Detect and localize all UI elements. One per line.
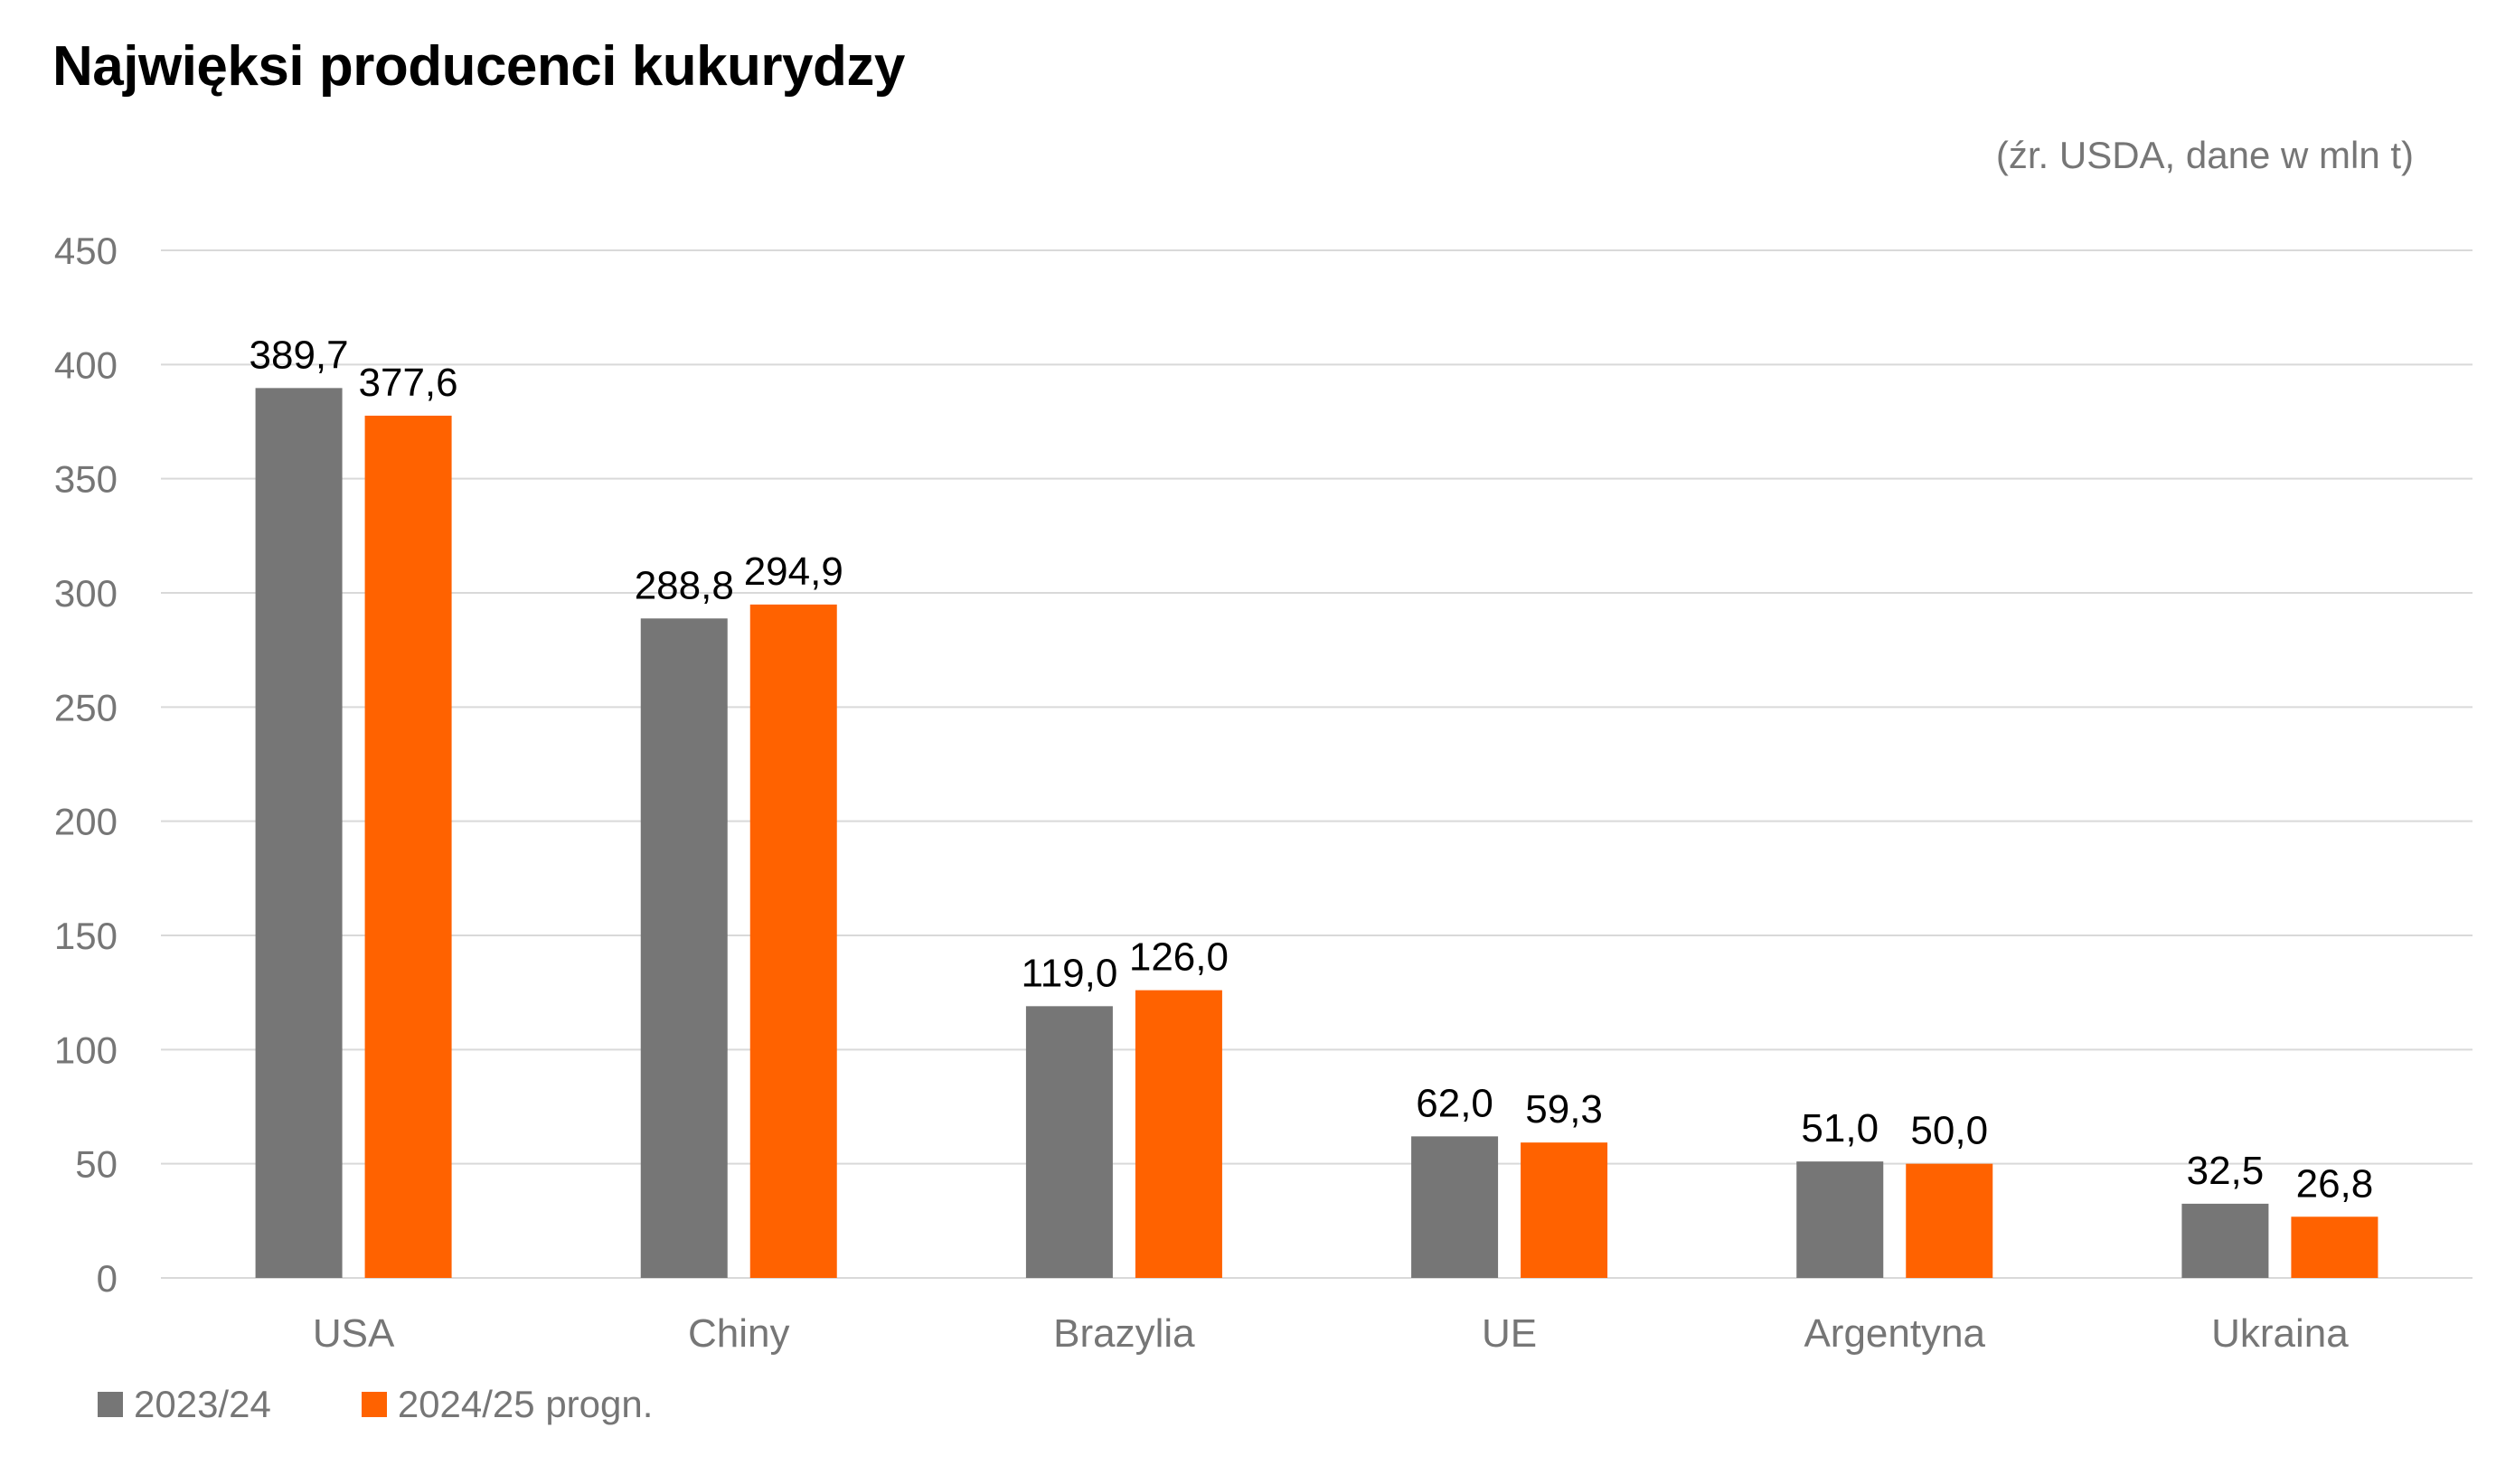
bar-ue-series-1 (1411, 1136, 1499, 1278)
bar-chiny-series-2 (749, 604, 837, 1278)
legend-label-2023-24: 2023/24 (134, 1383, 271, 1425)
data-label-usa-series-2: 377,6 (359, 361, 458, 405)
data-label-ukraina-series-2: 26,8 (2296, 1161, 2374, 1206)
chart-legend: 2023/24 2024/25 progn. (98, 1383, 743, 1426)
data-label-ue-series-1: 62,0 (1416, 1081, 1493, 1125)
legend-swatch-2023-24 (98, 1392, 123, 1417)
y-tick-label-350: 350 (54, 458, 118, 501)
x-category-label-argentyna: Argentyna (1804, 1311, 1985, 1356)
legend-item-2023-24: 2023/24 (98, 1383, 271, 1426)
y-tick-label-400: 400 (54, 343, 118, 386)
x-category-label-chiny: Chiny (688, 1311, 790, 1356)
x-category-label-ue: UE (1482, 1311, 1537, 1356)
y-tick-label-150: 150 (54, 915, 118, 957)
y-tick-label-250: 250 (54, 686, 118, 728)
bar-brazylia-series-1 (1025, 1006, 1113, 1278)
bar-ukraina-series-2 (2291, 1216, 2378, 1278)
bar-argentyna-series-1 (1796, 1161, 1884, 1278)
y-tick-label-450: 450 (54, 230, 118, 272)
bar-brazylia-series-2 (1135, 990, 1222, 1278)
data-label-brazylia-series-1: 119,0 (1021, 951, 1117, 995)
legend-label-2024-25: 2024/25 progn. (397, 1383, 654, 1425)
data-label-argentyna-series-1: 51,0 (1801, 1106, 1879, 1151)
y-tick-label-200: 200 (54, 801, 118, 843)
y-tick-label-50: 50 (75, 1143, 118, 1186)
x-category-label-brazylia: Brazylia (1053, 1311, 1195, 1356)
chart-title: Najwięksi producenci kukurydzy (52, 35, 905, 98)
data-label-chiny-series-1: 288,8 (635, 563, 734, 607)
data-label-chiny-series-2: 294,9 (744, 549, 843, 594)
x-category-label-usa: USA (313, 1311, 395, 1356)
data-label-ue-series-2: 59,3 (1525, 1087, 1603, 1132)
x-category-label-ukraina: Ukraina (2211, 1311, 2349, 1356)
chart-source-note: (źr. USDA, dane w mln t) (1995, 134, 2414, 176)
data-label-ukraina-series-1: 32,5 (2187, 1149, 2265, 1193)
bar-usa-series-2 (364, 415, 452, 1278)
y-tick-label-100: 100 (54, 1028, 118, 1071)
y-tick-label-0: 0 (97, 1257, 118, 1300)
data-label-brazylia-series-2: 126,0 (1129, 935, 1229, 980)
bar-ukraina-series-1 (2181, 1203, 2269, 1278)
legend-swatch-2024-25 (361, 1392, 387, 1417)
data-label-argentyna-series-2: 50,0 (1910, 1109, 1988, 1153)
bar-usa-series-1 (255, 388, 343, 1278)
data-label-usa-series-1: 389,7 (250, 333, 349, 377)
legend-item-2024-25: 2024/25 progn. (361, 1383, 654, 1426)
bar-ue-series-2 (1521, 1142, 1608, 1278)
bar-chiny-series-1 (640, 618, 728, 1278)
bar-argentyna-series-2 (1906, 1163, 1993, 1278)
y-tick-label-300: 300 (54, 572, 118, 615)
